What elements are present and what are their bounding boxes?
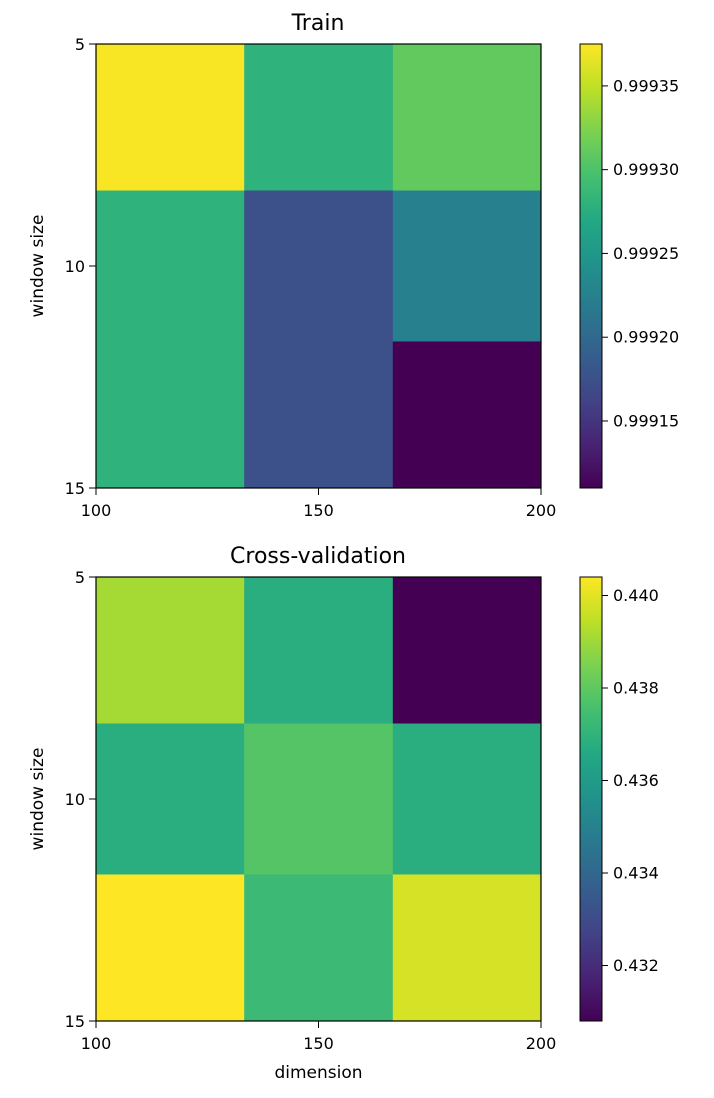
train-heatmap-cell — [392, 341, 542, 489]
train-x-tick-label: 100 — [81, 501, 112, 520]
train-y-axis-label: window size — [28, 215, 48, 318]
train-heatmap-cell — [96, 190, 245, 342]
train-colorbar-tick-label: 0.99935 — [613, 76, 679, 95]
train-x-axis: 100 150 200 — [81, 488, 557, 520]
cv-colorbar-tick-label: 0.432 — [613, 956, 659, 975]
cv-x-tick-label: 200 — [526, 1034, 557, 1053]
cv-heatmap-cell — [96, 874, 245, 1022]
train-heatmap-cell — [392, 44, 542, 192]
train-y-tick-label: 15 — [65, 479, 85, 498]
train-y-tick-label: 5 — [75, 35, 85, 54]
cv-colorbar-ticks: 0.432 0.434 0.436 0.438 0.440 — [602, 586, 659, 975]
train-colorbar: 0.99915 0.99920 0.99925 0.99930 0.99935 — [579, 43, 679, 489]
train-colorbar-tick-label: 0.99920 — [613, 328, 679, 347]
cv-x-axis: 100 150 200 dimension — [81, 1021, 557, 1083]
cv-y-tick-label: 10 — [65, 790, 85, 809]
cv-colorbar-tick-label: 0.440 — [613, 586, 659, 605]
train-heatmap-cells — [96, 44, 542, 489]
train-heatmap-cell — [392, 190, 542, 342]
cv-y-axis: 5 10 15 window size — [28, 568, 96, 1031]
cv-panel: Cross-validation 5 10 15 window size 100… — [28, 544, 659, 1083]
cv-heatmap-cells — [96, 577, 542, 1022]
cv-heatmap-cell — [96, 723, 245, 875]
cv-heatmap-cell — [244, 577, 394, 725]
cv-x-axis-label: dimension — [274, 1063, 362, 1083]
train-colorbar-tick-label: 0.99925 — [613, 244, 679, 263]
cv-colorbar: 0.432 0.434 0.436 0.438 0.440 — [579, 576, 659, 1022]
train-heatmap-cell — [244, 44, 394, 192]
cv-heatmap-cell — [96, 577, 245, 725]
train-y-axis: 5 10 15 window size — [28, 35, 96, 498]
cv-title: Cross-validation — [230, 544, 406, 569]
train-colorbar-gradient — [579, 43, 603, 489]
cv-heatmap-cell — [392, 723, 542, 875]
cv-heatmap-cell — [392, 874, 542, 1022]
train-x-tick-label: 200 — [526, 501, 557, 520]
cv-heatmap-cell — [392, 577, 542, 725]
train-colorbar-ticks: 0.99915 0.99920 0.99925 0.99930 0.99935 — [602, 76, 679, 430]
train-heatmap-cell — [96, 44, 245, 192]
train-heatmap-cell — [244, 341, 394, 489]
cv-colorbar-tick-label: 0.436 — [613, 771, 659, 790]
train-heatmap-cell — [96, 341, 245, 489]
train-title: Train — [291, 11, 345, 36]
cv-colorbar-gradient — [579, 576, 603, 1022]
cv-x-tick-label: 100 — [81, 1034, 112, 1053]
cv-y-axis-label: window size — [28, 748, 48, 851]
train-y-tick-label: 10 — [65, 257, 85, 276]
train-panel: Train 5 10 15 window size 100 150 200 0.… — [28, 11, 679, 520]
cv-heatmap-cell — [244, 723, 394, 875]
cv-heatmap-cell — [244, 874, 394, 1022]
train-x-tick-label: 150 — [303, 501, 334, 520]
train-heatmap-cell — [244, 190, 394, 342]
train-colorbar-tick-label: 0.99915 — [613, 411, 679, 430]
cv-colorbar-tick-label: 0.434 — [613, 864, 659, 883]
cv-y-tick-label: 15 — [65, 1012, 85, 1031]
train-colorbar-tick-label: 0.99930 — [613, 160, 679, 179]
cv-x-tick-label: 150 — [303, 1034, 334, 1053]
cv-colorbar-tick-label: 0.438 — [613, 679, 659, 698]
cv-y-tick-label: 5 — [75, 568, 85, 587]
